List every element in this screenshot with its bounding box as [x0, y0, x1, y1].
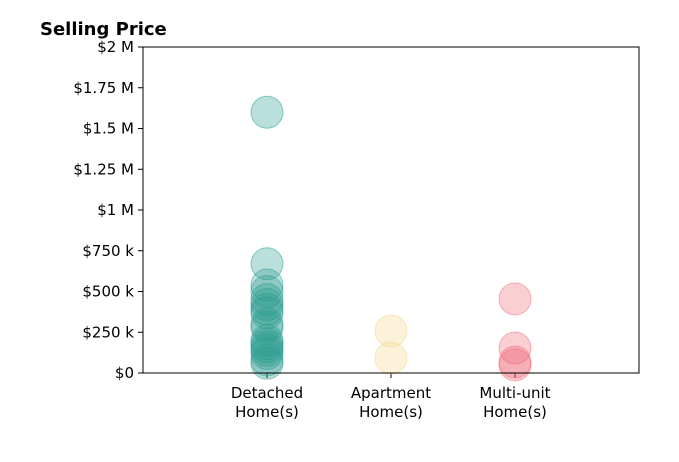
point: [250, 268, 284, 302]
point: [250, 288, 284, 322]
point: [250, 296, 284, 330]
point: [498, 331, 532, 365]
y-tick-label: $250 k: [82, 323, 134, 341]
point: [250, 95, 284, 129]
point: [498, 348, 532, 382]
point: [374, 314, 408, 348]
point: [250, 336, 284, 370]
point: [250, 346, 284, 380]
y-tick-label: $1.25 M: [73, 160, 134, 178]
point: [374, 341, 408, 375]
plot-frame: [142, 46, 640, 374]
y-tick-label: $1.75 M: [73, 79, 134, 97]
y-tick-label: $2 M: [97, 38, 134, 56]
y-tick-label: $750 k: [82, 242, 134, 260]
point: [250, 275, 284, 308]
point: [250, 283, 284, 317]
y-tick-label: $1 M: [97, 201, 134, 219]
chart-title: Selling Price: [40, 19, 167, 40]
point: [250, 247, 284, 281]
y-tick-label: $1.5 M: [83, 120, 134, 138]
x-tick-label: Detached Home(s): [231, 384, 303, 421]
x-tick-label: Apartment Home(s): [351, 384, 431, 421]
point: [498, 282, 532, 316]
x-tick-label: Multi-unit Home(s): [479, 384, 550, 421]
y-tick-label: $0: [115, 364, 134, 382]
y-tick-label: $500 k: [82, 283, 134, 301]
